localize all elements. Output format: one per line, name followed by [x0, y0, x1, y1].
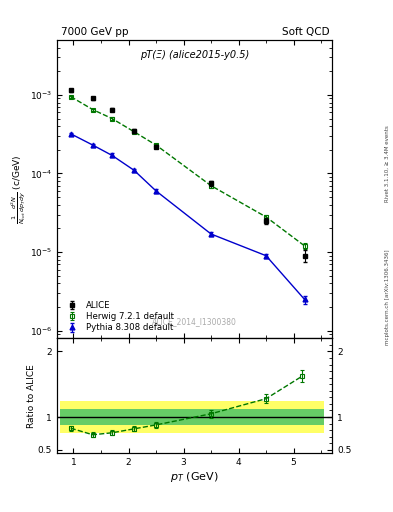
Bar	[123, 409, 145, 425]
Bar	[60, 401, 82, 434]
Bar	[285, 401, 324, 434]
Text: 7000 GeV pp: 7000 GeV pp	[61, 27, 129, 37]
Bar	[239, 401, 285, 434]
Bar	[145, 409, 184, 425]
Text: ALICE_2014_I1300380: ALICE_2014_I1300380	[152, 317, 237, 327]
Y-axis label: Ratio to ALICE: Ratio to ALICE	[28, 364, 37, 428]
Bar	[239, 409, 285, 425]
Bar	[104, 401, 123, 434]
Bar	[123, 401, 145, 434]
Bar	[82, 401, 104, 434]
Bar	[145, 401, 184, 434]
X-axis label: $p_T$ (GeV): $p_T$ (GeV)	[170, 470, 219, 484]
Bar	[82, 409, 104, 425]
Bar	[184, 409, 239, 425]
Text: mcplots.cern.ch [arXiv:1306.3436]: mcplots.cern.ch [arXiv:1306.3436]	[385, 249, 390, 345]
Bar	[60, 409, 82, 425]
Bar	[184, 401, 239, 434]
Text: Rivet 3.1.10, ≥ 3.4M events: Rivet 3.1.10, ≥ 3.4M events	[385, 125, 390, 202]
Bar	[104, 409, 123, 425]
Y-axis label: $\frac{1}{N_{tot}} \frac{d^2N}{dp_{T}dy}$ (c/GeV): $\frac{1}{N_{tot}} \frac{d^2N}{dp_{T}dy}…	[10, 154, 28, 224]
Text: Soft QCD: Soft QCD	[283, 27, 330, 37]
Text: pT(Ξ) (alice2015-y0.5): pT(Ξ) (alice2015-y0.5)	[140, 50, 249, 60]
Legend: ALICE, Herwig 7.2.1 default, Pythia 8.308 default: ALICE, Herwig 7.2.1 default, Pythia 8.30…	[61, 300, 176, 334]
Bar	[285, 409, 324, 425]
